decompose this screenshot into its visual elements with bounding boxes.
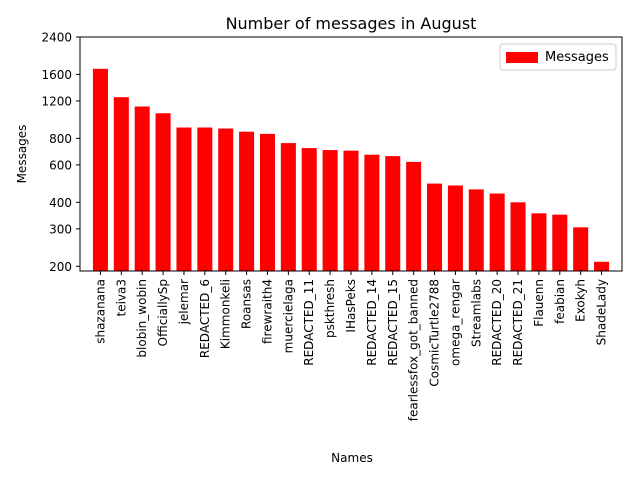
y-axis-ticks: 200 300 400 600 800 1200 1600 2400 bbox=[41, 31, 80, 274]
bar-shazanana bbox=[92, 68, 108, 271]
bar-REDACTED_21 bbox=[510, 202, 526, 271]
y-tick-label: 600 bbox=[49, 158, 72, 172]
y-tick-label: 200 bbox=[49, 260, 72, 274]
y-tick-label: 400 bbox=[49, 196, 72, 210]
x-tick-label: Streamlabs bbox=[469, 279, 483, 347]
x-tick-label: REDACTED_11 bbox=[302, 279, 316, 366]
x-tick-label: Kimmonkeli bbox=[219, 279, 233, 349]
bar-blobin_wobin bbox=[134, 106, 150, 271]
chart-title: Number of messages in August bbox=[226, 14, 477, 33]
x-tick-label: teiva3 bbox=[114, 279, 128, 317]
y-tick-label: 800 bbox=[49, 132, 72, 146]
x-tick-label: IHasPeks bbox=[344, 279, 358, 333]
bar-muercielaga bbox=[280, 143, 296, 271]
plot-frame bbox=[79, 36, 623, 272]
bar-pskthresh bbox=[322, 150, 338, 271]
x-tick-label: Flauenn bbox=[532, 279, 546, 327]
x-axis-label: Names bbox=[331, 451, 373, 465]
x-tick-label: REDACTED_21 bbox=[511, 279, 525, 366]
bar-teiva3 bbox=[113, 97, 129, 271]
bar-OfficiallySp bbox=[155, 113, 171, 272]
x-tick-label: pskthresh bbox=[323, 279, 337, 338]
x-tick-label: firewraith4 bbox=[260, 279, 274, 344]
bar-Kimmonkeli bbox=[218, 128, 234, 271]
bar-REDACTED_6 bbox=[197, 127, 213, 271]
x-tick-label: Roansas bbox=[240, 279, 254, 329]
x-tick-label: Exokyh bbox=[574, 279, 588, 322]
x-tick-label: muercielaga bbox=[281, 279, 295, 353]
bar-omega_rengar bbox=[447, 185, 463, 271]
y-tick-label: 2400 bbox=[41, 31, 72, 45]
bar-REDACTED_14 bbox=[364, 154, 380, 271]
x-tick-label: REDACTED_6 bbox=[198, 279, 212, 358]
legend-frame bbox=[499, 43, 617, 71]
bar-feabian bbox=[552, 214, 568, 271]
x-tick-label: OfficiallySp bbox=[156, 279, 170, 346]
x-tick-label: shazanana bbox=[93, 279, 107, 344]
legend-swatch bbox=[506, 52, 538, 63]
legend: Messages bbox=[499, 43, 617, 71]
x-tick-label: REDACTED_15 bbox=[386, 279, 400, 366]
x-tick-label: jelemar bbox=[177, 279, 191, 325]
x-tick-label: blobin_wobin bbox=[135, 279, 149, 358]
x-tick-label: feabian bbox=[553, 279, 567, 324]
x-tick-label: REDACTED_20 bbox=[490, 279, 504, 366]
bar-IHasPeks bbox=[343, 150, 359, 271]
y-tick-label: 300 bbox=[49, 222, 72, 236]
x-tick-label: fearlessfox_got_banned bbox=[407, 279, 421, 421]
y-axis-label: Messages bbox=[15, 125, 29, 184]
y-tick-label: 1600 bbox=[41, 68, 72, 82]
x-tick-label: CosmicTurtle2788 bbox=[428, 279, 442, 387]
bars-group bbox=[92, 68, 610, 272]
y-tick-label: 1200 bbox=[41, 94, 72, 108]
x-axis-ticks: shazanana teiva3 blobin_wobin OfficiallySp j… bbox=[93, 271, 609, 421]
bar-Flauenn bbox=[531, 213, 547, 271]
bar-firewraith4 bbox=[259, 133, 275, 271]
bar-jelemar bbox=[176, 127, 192, 271]
bar-Roansas bbox=[239, 131, 255, 271]
legend-label: Messages bbox=[545, 50, 609, 65]
bar-CosmicTurtle2788 bbox=[427, 183, 443, 271]
x-tick-label: REDACTED_14 bbox=[365, 279, 379, 366]
bar-Exokyh bbox=[573, 227, 589, 271]
bar-REDACTED_11 bbox=[301, 148, 317, 271]
bar-REDACTED_20 bbox=[489, 193, 505, 271]
x-tick-label: omega_rengar bbox=[448, 279, 462, 366]
bar-fearlessfox_got_banned bbox=[406, 161, 422, 271]
x-tick-label: ShadeLady bbox=[595, 279, 609, 345]
bar-Streamlabs bbox=[468, 189, 484, 271]
bar-REDACTED_15 bbox=[385, 156, 401, 271]
bar-ShadeLady bbox=[594, 261, 610, 271]
